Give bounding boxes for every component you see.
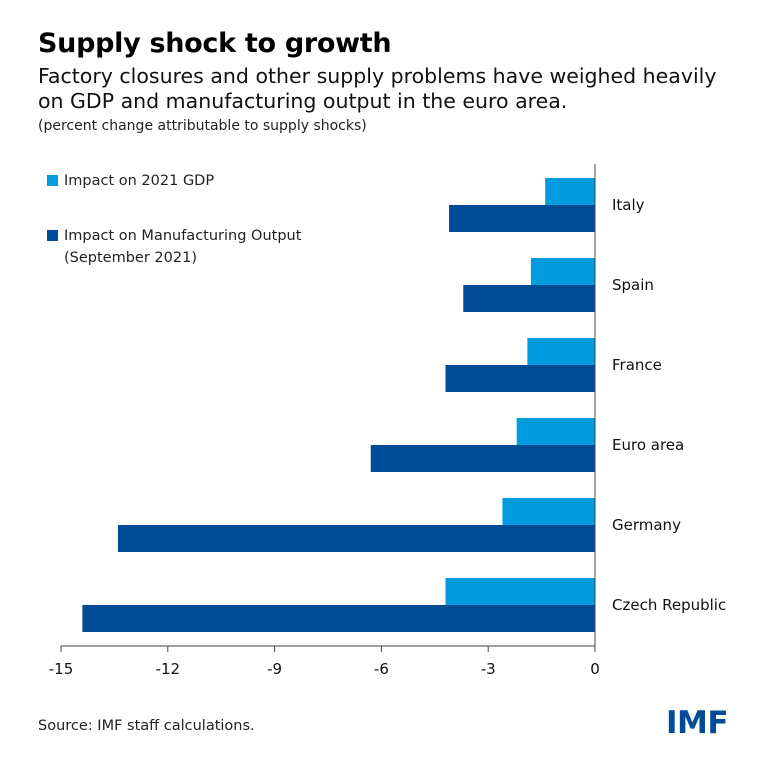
category-label-spain: Spain	[612, 276, 654, 294]
category-label-germany: Germany	[612, 516, 681, 534]
legend: Impact on 2021 GDP Impact on Manufacturi…	[47, 170, 354, 269]
legend-label-manufacturing: Impact on Manufacturing Output (Septembe…	[64, 228, 302, 266]
bar-manufacturing-euro-area	[370, 445, 595, 472]
bar-gdp-czech-republic	[445, 578, 595, 605]
legend-label-gdp: Impact on 2021 GDP	[64, 173, 215, 189]
bar-gdp-france	[527, 338, 595, 365]
bar-manufacturing-italy	[449, 205, 595, 232]
legend-swatch-gdp	[47, 175, 58, 186]
legend-swatch-manufacturing	[47, 230, 58, 241]
unit-note: (percent change attributable to supply s…	[38, 118, 367, 134]
x-tick-label-3: -6	[374, 660, 389, 678]
x-tick-label-5: 0	[590, 660, 600, 678]
category-label-euro-area: Euro area	[612, 436, 684, 454]
chart-subtitle: Factory closures and other supply proble…	[38, 64, 717, 113]
x-tick-label-1: -12	[156, 660, 181, 678]
category-label-czech-republic: Czech Republic	[612, 596, 726, 614]
bar-gdp-germany	[502, 498, 595, 525]
bar-gdp-italy	[545, 178, 595, 205]
bar-manufacturing-czech-republic	[82, 605, 596, 632]
source-note: Source: IMF staff calculations.	[38, 718, 255, 734]
bar-manufacturing-spain	[463, 285, 595, 312]
x-tick-label-0: -15	[49, 660, 74, 678]
legend-item-gdp: Impact on 2021 GDP	[47, 170, 354, 192]
x-tick-label-2: -9	[267, 660, 282, 678]
bar-manufacturing-germany	[117, 525, 596, 552]
category-label-france: France	[612, 356, 662, 374]
bar-gdp-euro-area	[516, 418, 595, 445]
bar-manufacturing-france	[445, 365, 595, 392]
chart-title: Supply shock to growth	[38, 28, 392, 59]
x-tick-label-4: -3	[481, 660, 496, 678]
bar-gdp-spain	[530, 258, 595, 285]
legend-item-manufacturing: Impact on Manufacturing Output (Septembe…	[47, 225, 354, 269]
imf-logo: IMF	[666, 705, 729, 741]
category-label-italy: Italy	[612, 196, 645, 214]
bar-chart: Italy Spain France Euro area Germany Czech Re…	[49, 164, 726, 678]
